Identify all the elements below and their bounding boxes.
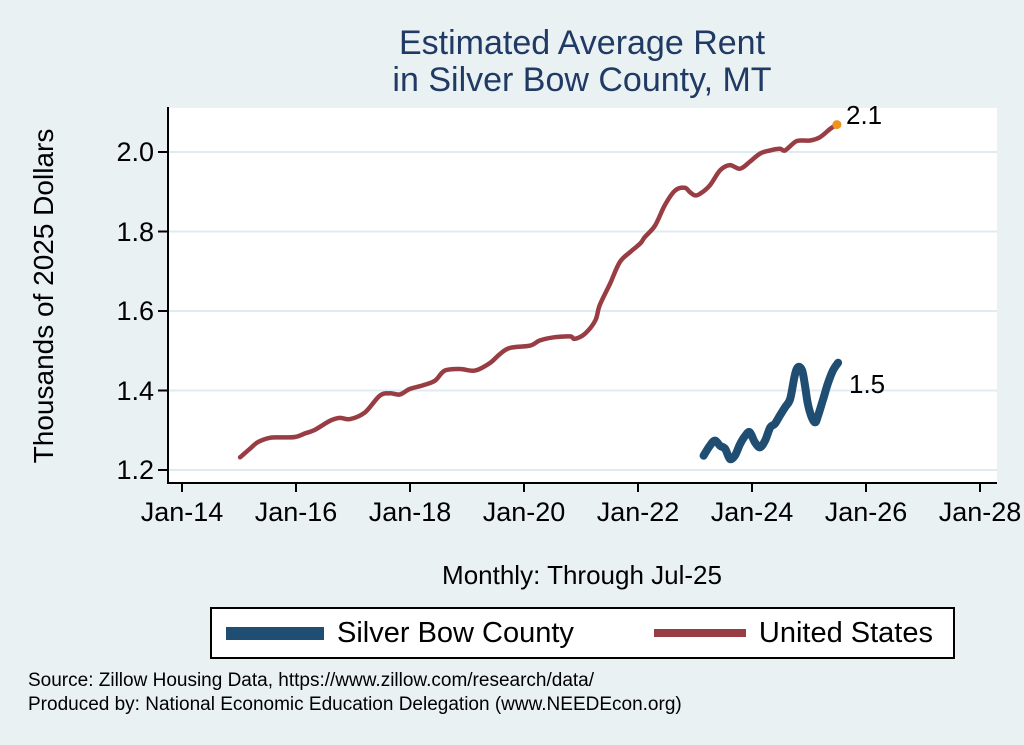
- x-tick-label: Jan-20: [482, 497, 566, 527]
- chart-title-line1: Estimated Average Rent: [398, 24, 766, 62]
- us-end-value-label: 2.1: [846, 100, 883, 130]
- legend-label-united-states: United States: [758, 616, 933, 649]
- x-tick-label: Jan-16: [254, 497, 338, 527]
- source-line-2: Produced by: National Economic Education…: [28, 694, 682, 715]
- legend-item-silver-bow: Silver Bow County: [226, 617, 574, 650]
- united-states-line-swatch: [653, 629, 746, 637]
- x-tick-label: Jan-24: [710, 497, 794, 527]
- x-tick-label: Jan-28: [938, 497, 1022, 527]
- x-tick-label: Jan-26: [824, 497, 908, 527]
- y-axis-title: Thousands of 2025 Dollars: [28, 128, 59, 464]
- chart-title: Estimated Average Rent in Silver Bow Cou…: [167, 25, 997, 99]
- x-tick-label: Jan-18: [368, 497, 452, 527]
- plot-area: [167, 108, 997, 484]
- source-line-1: Source: Zillow Housing Data, https://www…: [28, 670, 595, 691]
- chart-subtitle: Monthly: Through Jul-25: [442, 560, 722, 590]
- x-tick-label: Jan-22: [596, 497, 680, 527]
- source-note: Source: Zillow Housing Data, https://www…: [28, 669, 682, 717]
- chart-title-line2: in Silver Bow County, MT: [392, 61, 772, 99]
- county-end-value-label: 1.5: [849, 369, 886, 399]
- y-tick-label: 1.2: [116, 455, 154, 485]
- legend-item-united-states: United States: [653, 616, 933, 650]
- legend-label-silver-bow: Silver Bow County: [337, 616, 574, 649]
- x-tick-label: Jan-14: [140, 497, 224, 527]
- y-tick-label: 1.6: [116, 296, 154, 326]
- legend: Silver Bow County United States: [210, 607, 955, 659]
- silver-bow-line-swatch: [226, 626, 324, 640]
- y-tick-label: 2.0: [116, 137, 154, 167]
- y-tick-label: 1.4: [116, 375, 154, 406]
- y-tick-label: 1.8: [116, 216, 154, 247]
